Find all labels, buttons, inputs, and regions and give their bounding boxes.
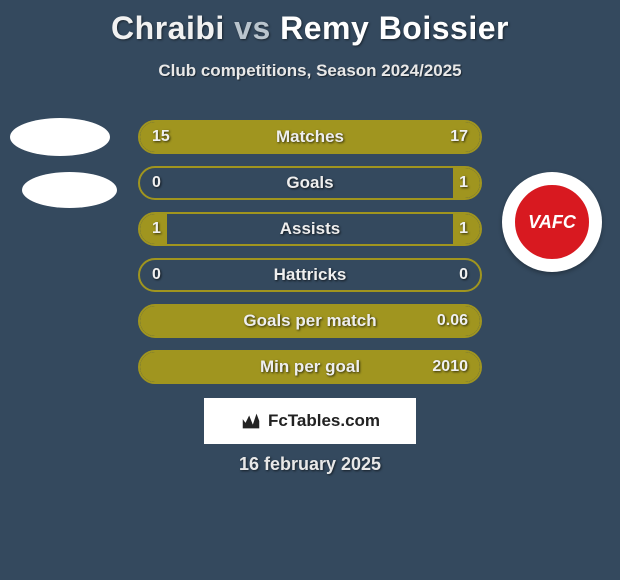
stat-label: Goals	[140, 168, 480, 198]
vs-text: vs	[234, 10, 271, 46]
stat-value-left: 0	[152, 260, 161, 290]
stat-value-right: 0.06	[437, 306, 468, 336]
player2-name: Remy Boissier	[280, 10, 509, 46]
stat-row: 0 0Hattricks	[138, 258, 482, 292]
fctables-badge: FcTables.com	[204, 398, 416, 444]
team-badge-left-1	[10, 118, 110, 156]
bar-fill	[140, 352, 480, 382]
stat-value-right: 1	[459, 214, 468, 244]
bar-fill	[140, 306, 480, 336]
stat-value-right: 1	[459, 168, 468, 198]
stat-row: 1 1Assists	[138, 212, 482, 246]
comparison-title: Chraibi vs Remy Boissier	[0, 0, 620, 47]
stat-value-left: 1	[152, 214, 161, 244]
team-badge-right: VAFC	[502, 172, 602, 272]
stat-bars-container: 1517Matches01Goals11Assists00Hattricks0.…	[138, 120, 482, 396]
stat-value-right: 2010	[432, 352, 468, 382]
team-badge-left-2	[22, 172, 117, 208]
stat-row: 1517Matches	[138, 120, 482, 154]
stat-value-right: 0	[459, 260, 468, 290]
fctables-icon	[240, 410, 262, 432]
date-text: 16 february 2025	[0, 454, 620, 475]
stat-row: 0.06Goals per match	[138, 304, 482, 338]
stat-value-right: 17	[450, 122, 468, 152]
fctables-text: FcTables.com	[268, 411, 380, 431]
stat-label: Hattricks	[140, 260, 480, 290]
player1-name: Chraibi	[111, 10, 225, 46]
stat-row: 0 1Goals	[138, 166, 482, 200]
stat-value-left: 0	[152, 168, 161, 198]
stat-label: Assists	[140, 214, 480, 244]
stat-value-left: 15	[152, 122, 170, 152]
subtitle: Club competitions, Season 2024/2025	[0, 61, 620, 81]
vafc-logo: VAFC	[512, 182, 592, 262]
bar-fill	[140, 122, 480, 152]
stat-row: 2010Min per goal	[138, 350, 482, 384]
